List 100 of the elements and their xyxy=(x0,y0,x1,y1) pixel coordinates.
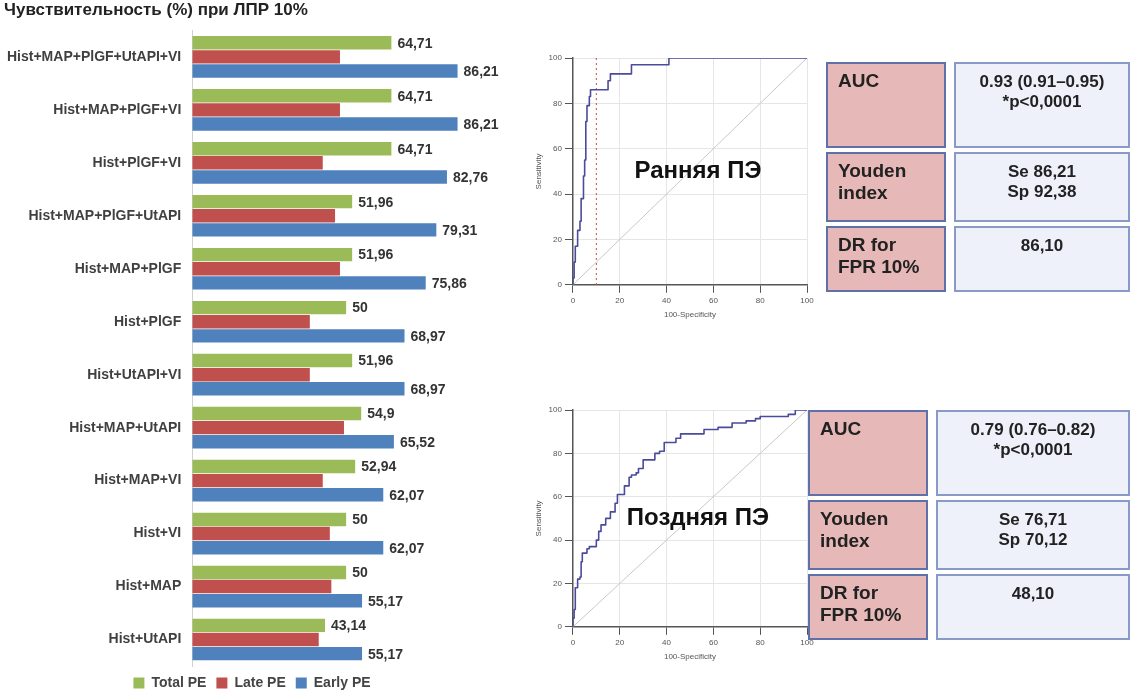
text: Se 86,21 Sp 92,38 xyxy=(954,152,1130,222)
bar xyxy=(192,526,330,541)
bar xyxy=(192,565,347,580)
bar xyxy=(192,141,392,156)
data-label: 51,96 xyxy=(358,246,394,263)
legend-label: Total PE xyxy=(151,673,207,690)
data-label: 82,76 xyxy=(452,168,489,185)
y-tick-label: 60 xyxy=(553,491,563,501)
y-tick-label: Hist+MAP+PlGF xyxy=(74,259,182,276)
bar xyxy=(192,315,310,329)
y-tick-label: Hist+PlGF xyxy=(113,312,182,329)
x-tick-label: 100 xyxy=(800,637,815,647)
data-label: 62,07 xyxy=(389,486,425,503)
data-label: 68,97 xyxy=(410,380,446,397)
y-tick-label: Hist+UtAPI+VI xyxy=(87,365,182,382)
data-label: 50 xyxy=(352,511,368,528)
bar xyxy=(192,579,332,594)
bar xyxy=(192,541,384,555)
x-tick-label: 80 xyxy=(755,295,766,305)
data-label: 51,96 xyxy=(358,352,394,369)
bar xyxy=(192,473,323,488)
bar xyxy=(192,512,347,527)
bar xyxy=(192,103,340,117)
y-tick-label: 60 xyxy=(553,143,563,153)
bar xyxy=(192,170,447,184)
data-label: 50 xyxy=(352,564,368,581)
data-label: 86,21 xyxy=(463,62,499,79)
data-label: 43,14 xyxy=(331,617,367,634)
y-tick-label: Hist+MAP+PlGF+VI xyxy=(53,100,182,117)
data-label: 54,9 xyxy=(367,405,395,422)
y-tick-label: 80 xyxy=(553,98,563,108)
y-axis-title: Sensitivity xyxy=(534,500,543,537)
bar xyxy=(192,209,336,223)
y-tick-label: Hist+MAP+PlGF+UtAPI xyxy=(28,206,182,223)
bar xyxy=(192,194,353,209)
text: DR for FPR 10% xyxy=(820,582,902,625)
y-tick-label: Hist+UtAPI xyxy=(108,630,182,647)
y-tick-label: 80 xyxy=(553,448,563,458)
bar xyxy=(192,329,405,343)
data-label: 79,31 xyxy=(442,221,478,238)
y-tick-label: 100 xyxy=(548,53,563,63)
data-label: 55,17 xyxy=(368,645,404,662)
data-label: 64,71 xyxy=(397,87,433,104)
bar xyxy=(192,646,363,661)
x-tick-label: 40 xyxy=(662,295,672,305)
data-label: 68,97 xyxy=(410,327,446,344)
y-tick-label: Hist+MAP+UtAPI xyxy=(69,418,182,435)
data-label: 50 xyxy=(352,299,368,316)
y-tick-label: 0 xyxy=(557,280,563,289)
text: AUC xyxy=(808,410,928,496)
text: 48,10 xyxy=(936,574,1130,640)
text: 0.79 (0.76–0.82) *p<0,0001 xyxy=(936,410,1130,496)
bar xyxy=(192,593,363,608)
legend-label: Early PE xyxy=(313,673,371,690)
y-tick-label: Hist+MAP+PlGF+UtAPI+VI xyxy=(6,47,182,64)
bar xyxy=(192,435,394,449)
text: Se 76,71 Sp 70,12 xyxy=(936,500,1130,570)
x-tick-label: 80 xyxy=(755,637,766,647)
bar xyxy=(192,64,458,78)
bar xyxy=(192,117,458,131)
bar xyxy=(192,223,437,237)
chart-title: Чувствительность (%) при ЛПР 10% xyxy=(4,0,308,19)
bar xyxy=(192,632,319,647)
bar xyxy=(192,459,356,474)
text: Youden index xyxy=(808,500,928,570)
y-tick-label: 20 xyxy=(553,234,563,244)
bar xyxy=(192,353,353,368)
bar xyxy=(192,382,405,396)
data-label: 86,21 xyxy=(463,115,499,132)
bar xyxy=(192,406,362,421)
text: 86,10 xyxy=(954,226,1130,292)
bar xyxy=(192,247,353,262)
bar xyxy=(192,300,347,315)
legend-label: Late PE xyxy=(234,673,286,690)
annotation: Поздняя ПЭ xyxy=(626,503,770,531)
data-label: 55,17 xyxy=(368,592,404,609)
bar xyxy=(192,36,392,50)
data-label: 64,71 xyxy=(397,140,433,157)
y-tick-label: Hist+MAP+VI xyxy=(94,471,182,488)
bar xyxy=(192,50,340,64)
text: AUC xyxy=(826,62,946,148)
bar xyxy=(192,488,384,502)
x-tick-label: 40 xyxy=(662,637,672,647)
x-tick-label: 100 xyxy=(800,295,815,305)
data-label: 51,96 xyxy=(358,193,394,210)
data-label: 64,71 xyxy=(397,34,433,51)
y-tick-label: 20 xyxy=(553,578,563,588)
x-tick-label: 20 xyxy=(615,637,625,647)
bar xyxy=(192,89,392,103)
annotation: Ранняя ПЭ xyxy=(634,156,762,184)
y-tick-label: 0 xyxy=(557,622,563,631)
bar xyxy=(192,618,326,633)
y-tick-label: Hist+MAP xyxy=(115,577,182,594)
y-axis-title: Sensitivity xyxy=(534,153,543,190)
x-axis-title: 100-Specificity xyxy=(663,310,716,320)
y-tick-label: Hist+PlGF+VI xyxy=(92,153,182,170)
bar xyxy=(192,262,340,276)
x-tick-label: 60 xyxy=(708,637,719,647)
x-tick-label: 60 xyxy=(708,295,719,305)
data-label: 75,86 xyxy=(431,274,467,291)
